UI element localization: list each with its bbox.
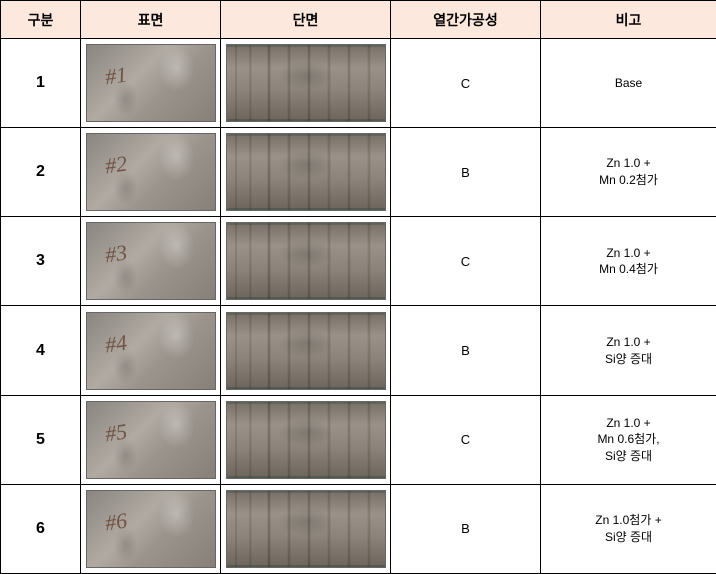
surface-cell (81, 395, 221, 484)
header-surface: 표면 (81, 1, 221, 39)
note-cell: Base (541, 39, 716, 128)
header-workability: 열간가공성 (391, 1, 541, 39)
section-cell (221, 484, 391, 573)
surface-cell (81, 128, 221, 217)
table-row: 6 BZn 1.0첨가 +Si양 증대 (1, 484, 716, 573)
section-cell (221, 128, 391, 217)
surface-image (86, 401, 216, 479)
surface-cell (81, 217, 221, 306)
surface-cell (81, 39, 221, 128)
row-id: 6 (1, 484, 81, 573)
row-id: 3 (1, 217, 81, 306)
workability-cell: C (391, 39, 541, 128)
workability-cell: C (391, 217, 541, 306)
table-row: 1 CBase (1, 39, 716, 128)
surface-cell (81, 306, 221, 395)
section-image (226, 44, 386, 122)
note-cell: Zn 1.0 +Mn 0.6첨가,Si양 증대 (541, 395, 716, 484)
table-row: 5 CZn 1.0 +Mn 0.6첨가,Si양 증대 (1, 395, 716, 484)
surface-image (86, 222, 216, 300)
section-image (226, 401, 386, 479)
note-cell: Zn 1.0 +Mn 0.2첨가 (541, 128, 716, 217)
row-id: 5 (1, 395, 81, 484)
row-id: 4 (1, 306, 81, 395)
surface-cell (81, 484, 221, 573)
note-cell: Zn 1.0 +Si양 증대 (541, 306, 716, 395)
workability-cell: B (391, 484, 541, 573)
section-cell (221, 395, 391, 484)
note-cell: Zn 1.0 +Mn 0.4첨가 (541, 217, 716, 306)
surface-image (86, 133, 216, 211)
surface-image (86, 312, 216, 390)
header-note: 비고 (541, 1, 716, 39)
section-image (226, 133, 386, 211)
header-section: 단면 (221, 1, 391, 39)
workability-cell: B (391, 128, 541, 217)
row-id: 2 (1, 128, 81, 217)
table-row: 2 BZn 1.0 +Mn 0.2첨가 (1, 128, 716, 217)
workability-cell: C (391, 395, 541, 484)
section-image (226, 490, 386, 568)
section-cell (221, 217, 391, 306)
table-body: 1CBase2BZn 1.0 +Mn 0.2첨가3CZn 1.0 +Mn 0.4… (1, 39, 716, 574)
table-row: 3 CZn 1.0 +Mn 0.4첨가 (1, 217, 716, 306)
table-row: 4 BZn 1.0 +Si양 증대 (1, 306, 716, 395)
section-cell (221, 39, 391, 128)
section-image (226, 222, 386, 300)
note-cell: Zn 1.0첨가 +Si양 증대 (541, 484, 716, 573)
workability-cell: B (391, 306, 541, 395)
header-row: 구분 표면 단면 열간가공성 비고 (1, 1, 716, 39)
material-table: 구분 표면 단면 열간가공성 비고 1CBase2BZn 1.0 +Mn 0.2… (0, 0, 716, 574)
header-gubun: 구분 (1, 1, 81, 39)
surface-image (86, 44, 216, 122)
row-id: 1 (1, 39, 81, 128)
section-cell (221, 306, 391, 395)
surface-image (86, 490, 216, 568)
section-image (226, 312, 386, 390)
